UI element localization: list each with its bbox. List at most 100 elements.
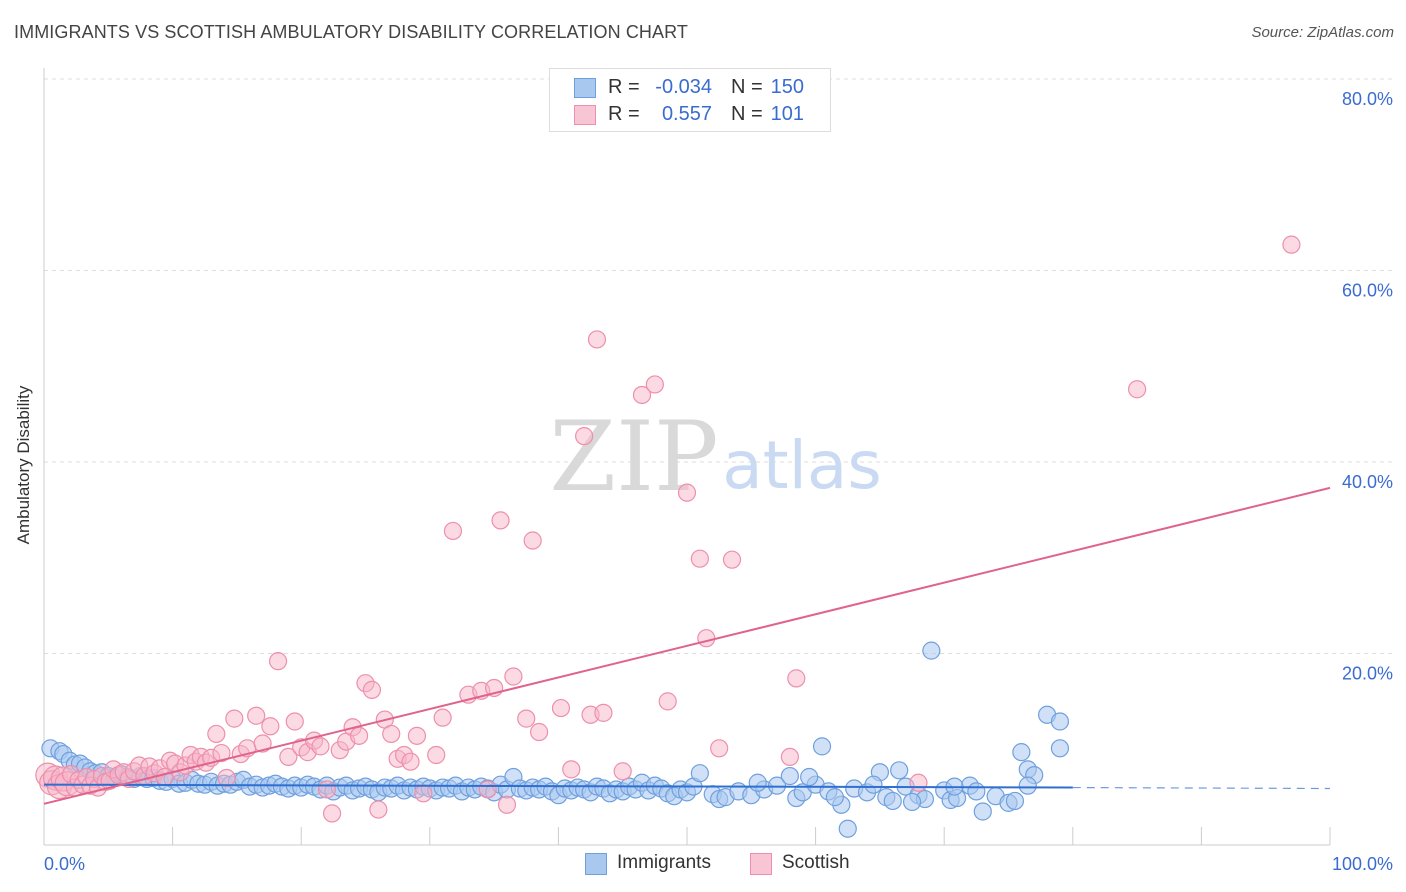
immigrants-point [748, 773, 767, 792]
legend-row-scottish: R = 0.557 N = 101 [550, 100, 830, 128]
scottish-point [349, 726, 369, 745]
immigrants-point [1018, 776, 1037, 795]
immigrants-point [864, 775, 883, 794]
scottish-point [491, 511, 510, 530]
immigrants-point [780, 766, 799, 786]
scottish-point [225, 709, 244, 728]
x-tick-labels: 0.0% 100.0% [44, 854, 1393, 874]
scottish-point [362, 680, 382, 699]
immigrants-point [890, 761, 909, 780]
r-label: R = [608, 103, 640, 125]
immigrants-point [767, 776, 787, 795]
scottish-point [407, 726, 427, 745]
scottish-point [414, 784, 433, 803]
scottish-point [317, 780, 337, 799]
scottish-point [279, 747, 298, 767]
immigrants-point [973, 802, 992, 821]
scottish-point [690, 549, 709, 568]
scottish-point [497, 795, 517, 814]
scottish-point [504, 667, 523, 686]
legend-label: Immigrants [617, 852, 711, 873]
n-label: N = [731, 76, 763, 98]
scottish-point [587, 330, 607, 349]
scottish-point [517, 709, 536, 728]
immigrants-trend-line [43, 783, 1073, 789]
legend-row-immigrants: R = -0.034 N = 150 [550, 73, 830, 101]
n-value: 101 [770, 103, 804, 125]
scottish-point [212, 743, 231, 763]
r-value: 0.557 [661, 103, 712, 125]
y-tick-label: 80.0% [1342, 89, 1393, 109]
immigrants-point [812, 737, 832, 756]
scottish-point [645, 375, 664, 394]
scottish-point [247, 706, 266, 725]
trend-lines [43, 486, 1331, 805]
x-tick-label: 0.0% [44, 854, 85, 874]
immigrants-point [1012, 743, 1031, 762]
watermark-atlas: atlas [722, 427, 882, 504]
axes [43, 68, 1331, 846]
scottish-point [322, 804, 342, 823]
scottish-point [207, 724, 226, 744]
y-axis-label: Ambulatory Disability [14, 385, 33, 545]
scottish-point [530, 722, 549, 742]
immigrants-point [1005, 791, 1025, 811]
x-tick-label: 100.0% [1332, 854, 1393, 874]
scottish-point [253, 734, 272, 753]
scottish-point [382, 724, 401, 744]
scottish-point [268, 652, 288, 671]
source-label: Source: ZipAtlas.com [1251, 24, 1394, 41]
scottish-point [1282, 235, 1301, 254]
y-tick-labels: 20.0% 40.0% 60.0% 80.0% [1342, 89, 1393, 684]
scottish-point [722, 550, 742, 569]
immigrants-swatch [585, 853, 607, 875]
r-label: R = [608, 76, 640, 98]
scottish-point [427, 745, 446, 765]
scottish-point [401, 752, 420, 771]
scottish-point [478, 780, 497, 799]
chart-title: IMMIGRANTS VS SCOTTISH AMBULATORY DISABI… [14, 22, 688, 42]
scottish-trend-line [43, 486, 1331, 805]
scottish-point [594, 703, 613, 722]
scottish-point [562, 760, 581, 779]
scottish-points [35, 235, 1301, 823]
scottish-point [613, 762, 632, 781]
n-label: N = [731, 103, 763, 125]
scottish-point [780, 747, 799, 767]
immigrants-point [690, 764, 709, 783]
immigrants-point [883, 791, 902, 811]
scottish-point [285, 712, 304, 731]
scottish-point [217, 768, 236, 788]
immigrants-point [967, 782, 986, 801]
scottish-point [551, 698, 571, 718]
scottish-point [787, 669, 806, 688]
grid-lines [44, 78, 1392, 654]
legend-label: Scottish [782, 852, 850, 873]
immigrants-point [922, 641, 941, 660]
scottish-point [369, 800, 388, 819]
r-value: -0.034 [655, 76, 712, 98]
immigrants-point [1050, 739, 1070, 758]
scottish-point [710, 739, 729, 758]
immigrants-point [800, 767, 819, 787]
correlation-legend: R = -0.034 N = 150 R = 0.557 N = 101 [549, 68, 831, 132]
n-value: 150 [770, 76, 804, 98]
scottish-point [697, 629, 716, 648]
scottish-point [261, 717, 280, 736]
immigrants-point [825, 788, 844, 807]
immigrants-swatch [574, 78, 596, 98]
scottish-point [658, 692, 677, 711]
scottish-point [311, 737, 330, 756]
immigrants-point [1050, 712, 1070, 731]
immigrants-point [902, 792, 922, 812]
scottish-swatch [750, 853, 772, 875]
scottish-point [575, 427, 594, 446]
scottish-point [443, 521, 463, 541]
immigrants-trend-extension [1072, 786, 1331, 790]
scottish-point [1127, 380, 1147, 399]
scottish-point [677, 483, 697, 502]
y-tick-label: 60.0% [1342, 281, 1393, 301]
immigrants-point [838, 819, 857, 838]
immigrants-points [41, 641, 1070, 838]
scottish-point [433, 708, 452, 727]
